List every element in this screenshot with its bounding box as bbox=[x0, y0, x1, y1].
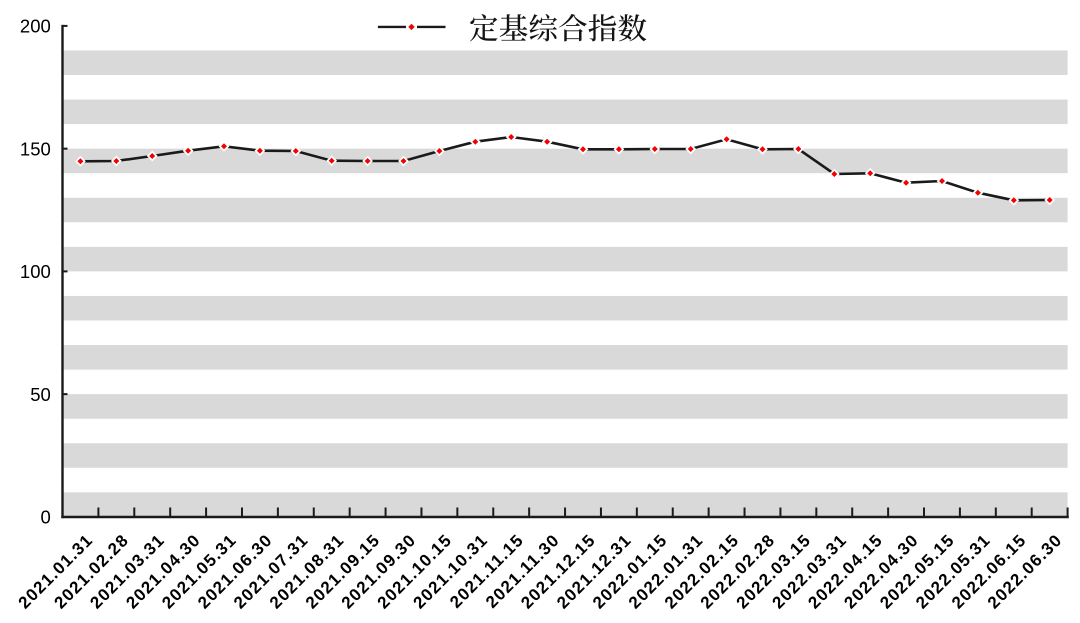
svg-text:100: 100 bbox=[20, 261, 51, 282]
svg-text:150: 150 bbox=[20, 138, 51, 159]
svg-text:50: 50 bbox=[30, 384, 51, 405]
svg-text:0: 0 bbox=[41, 507, 51, 528]
svg-text:200: 200 bbox=[20, 16, 51, 37]
